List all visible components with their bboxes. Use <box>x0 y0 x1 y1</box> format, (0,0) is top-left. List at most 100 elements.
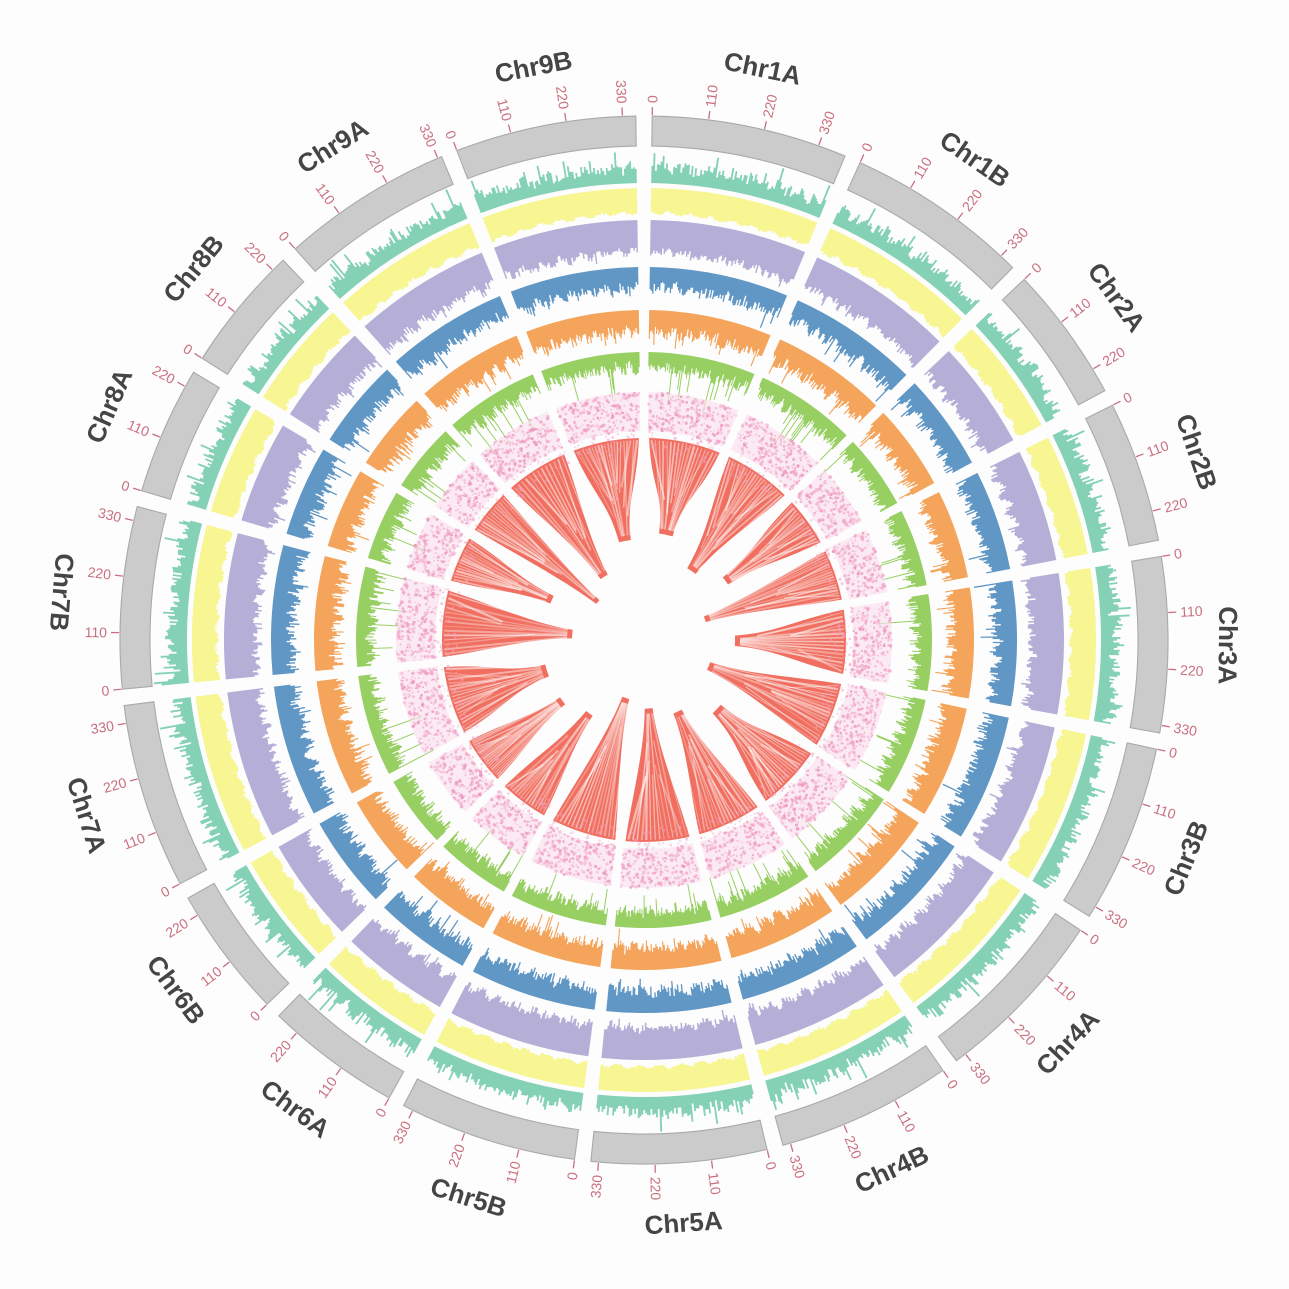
link-streak <box>447 667 542 681</box>
scatter-dot <box>864 673 866 675</box>
scatter-dot <box>647 419 651 422</box>
scatter-dot <box>797 783 800 786</box>
histogram-yellow-segment <box>1064 567 1097 721</box>
scatter-dot <box>632 850 636 853</box>
scatter-dot <box>434 769 437 772</box>
scatter-dot <box>458 791 460 794</box>
scatter-dot <box>486 536 489 539</box>
scatter-dot <box>800 813 804 817</box>
scatter-dot <box>447 619 450 622</box>
scatter-dot <box>861 614 864 617</box>
scatter-dot <box>458 511 462 515</box>
link-streak <box>445 611 568 633</box>
scatter-dot <box>435 744 438 747</box>
scatter-dot <box>748 431 751 434</box>
link-streak <box>739 643 844 660</box>
scatter-dot <box>435 530 439 534</box>
scatter-dot <box>838 706 842 710</box>
scatter-dot <box>813 543 815 545</box>
scatter-dot <box>829 782 833 785</box>
scatter-dot <box>435 761 440 765</box>
scatter-dot <box>694 424 698 428</box>
scatter-dot <box>839 686 842 690</box>
scatter-dot <box>685 396 689 399</box>
scatter-dot <box>758 425 761 428</box>
scatter-dot <box>831 512 834 515</box>
scatter-dot <box>751 845 756 850</box>
scatter-dot <box>431 585 435 589</box>
scatter-dot <box>447 653 450 657</box>
scatter-dot <box>547 430 550 433</box>
scatter-dot <box>798 790 801 793</box>
scatter-dot <box>439 721 441 724</box>
scatter-dot <box>857 590 861 594</box>
link-streak <box>628 440 635 536</box>
scatter-dot <box>413 706 416 709</box>
scatter-dot <box>437 743 440 746</box>
scatter-dot <box>414 601 416 604</box>
scatter-dot <box>881 610 885 613</box>
histogram-blue-segment <box>286 449 352 540</box>
scatter-dot <box>577 840 581 844</box>
histogram-yellow-segment <box>210 409 276 518</box>
scatter-dot <box>500 838 503 841</box>
link-streak <box>479 725 528 756</box>
scatter-dot <box>456 763 458 765</box>
scatter-dot <box>436 717 440 721</box>
scatter-dot <box>746 461 749 464</box>
scatter-dot <box>446 755 449 759</box>
scatter-dot <box>462 785 466 788</box>
scatter-dot <box>710 819 714 823</box>
scatter-dot <box>431 696 433 699</box>
scatter-dot <box>860 655 864 658</box>
scatter-dot <box>877 632 881 637</box>
scatter-dot <box>848 755 850 758</box>
scatter-dot <box>819 478 822 481</box>
scatter-dot <box>738 471 742 474</box>
scatter-dot <box>407 650 409 652</box>
scatter-dot <box>409 554 413 558</box>
scatter-dot <box>870 671 874 674</box>
scatter-dot <box>866 611 869 613</box>
scatter-dot <box>717 861 721 865</box>
scatter-dot <box>736 814 738 816</box>
scatter-dot <box>553 844 557 848</box>
histogram-purple-segment <box>364 252 494 356</box>
scatter-dot <box>439 523 444 527</box>
scatter-dot <box>727 831 731 835</box>
scatter-dot <box>509 812 513 816</box>
scatter-dot <box>670 425 673 429</box>
link-streak <box>740 640 844 643</box>
scatter-dot <box>658 870 661 873</box>
histogram-yellow <box>191 188 1097 1093</box>
link-streak <box>461 556 495 575</box>
scatter-dot <box>677 842 679 845</box>
scatter-dot <box>535 804 538 807</box>
scatter-dot <box>400 650 404 654</box>
scatter-dot <box>853 758 857 762</box>
scatter-dot <box>751 828 755 831</box>
scatter-dot <box>867 555 870 558</box>
scatter-dot <box>811 755 814 758</box>
scatter-dot <box>817 506 821 509</box>
scatter-dot <box>703 431 707 435</box>
scatter-dot <box>843 625 846 628</box>
scatter-dot <box>540 798 543 801</box>
scatter-dot <box>871 553 875 556</box>
scatter-dot <box>467 796 471 800</box>
scatter-dot <box>454 677 458 681</box>
scatter-dot <box>708 409 711 413</box>
scatter-dot <box>579 825 583 829</box>
scatter-dot <box>801 826 805 830</box>
scatter-dot <box>473 503 477 507</box>
scatter-dot <box>806 824 810 828</box>
scatter-dot <box>510 783 514 787</box>
scatter-dot <box>682 864 686 869</box>
scatter-dot <box>791 470 795 474</box>
scatter-dot <box>445 770 449 774</box>
scatter-dot <box>517 830 519 832</box>
scatter-dot <box>568 843 570 846</box>
scatter-dot <box>439 763 443 767</box>
scatter-dot <box>865 661 868 664</box>
link-streak <box>500 499 596 598</box>
